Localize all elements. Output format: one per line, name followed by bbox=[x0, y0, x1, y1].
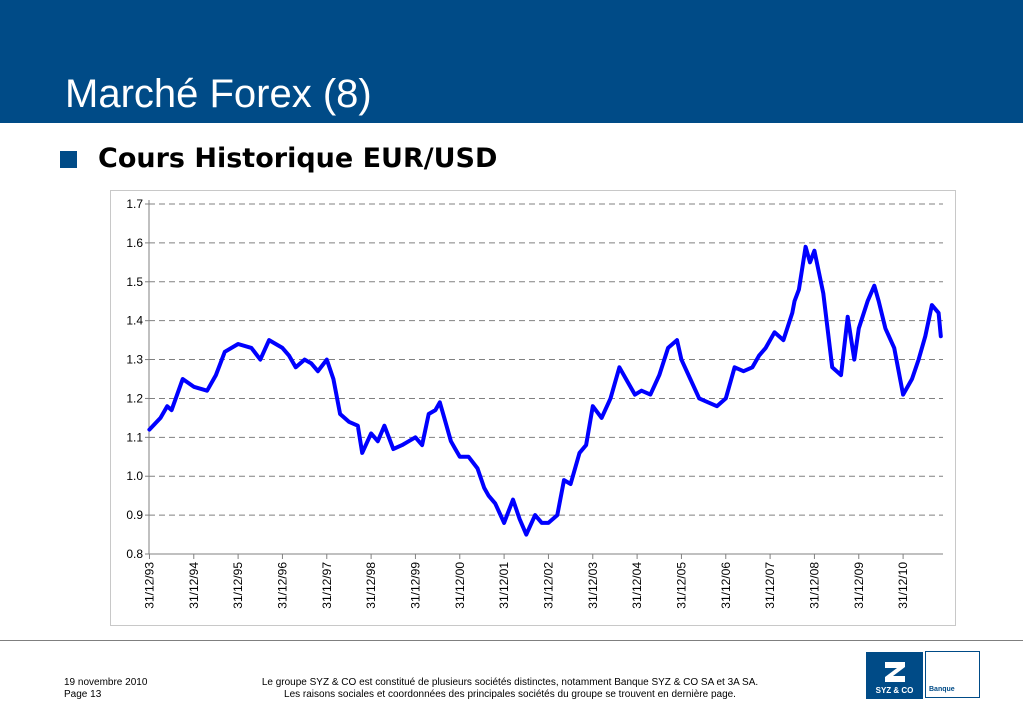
x-tick-label: 31/12/09 bbox=[852, 562, 866, 609]
x-tick-label: 31/12/98 bbox=[364, 562, 378, 609]
title-bar: Marché Forex (8) bbox=[0, 0, 1023, 123]
y-tick-label: 1.2 bbox=[126, 391, 143, 405]
series-line-eur-usd bbox=[147, 244, 943, 537]
y-tick-label: 1.7 bbox=[126, 197, 143, 211]
banque-logo-box: Banque bbox=[925, 651, 980, 698]
slide-title: Marché Forex (8) bbox=[65, 72, 372, 116]
bullet-text: Cours Historique EUR/USD bbox=[98, 143, 498, 174]
x-tick-label: 31/12/99 bbox=[408, 562, 422, 609]
x-tick-label: 31/12/96 bbox=[275, 562, 289, 609]
x-tick-label: 31/12/04 bbox=[630, 562, 644, 609]
y-tick-label: 1.6 bbox=[126, 236, 143, 250]
y-tick-label: 1.4 bbox=[126, 314, 143, 328]
footer-date: 19 novembre 2010 bbox=[64, 677, 148, 688]
footer-divider bbox=[0, 640, 1023, 641]
label-layer: 0.8 0.9 1.0 1.1 1.2 1.3 1.4 1.5 1.6 1.7 31/12/93 31… bbox=[126, 197, 910, 609]
y-tick-label: 1.0 bbox=[126, 469, 143, 483]
logo-subtitle: Banque bbox=[929, 686, 955, 693]
line-chart: 0.8 0.9 1.0 1.1 1.2 1.3 1.4 1.5 1.6 1.7 31/12/93 31… bbox=[126, 197, 943, 609]
x-tick-label: 31/12/01 bbox=[497, 562, 511, 609]
syz-logo: SYZ & CO bbox=[866, 652, 923, 699]
logo-name: SYZ & CO bbox=[875, 686, 914, 695]
x-tick-label: 31/12/06 bbox=[719, 562, 733, 609]
x-tick-label: 31/12/07 bbox=[763, 562, 777, 609]
series-layer bbox=[147, 244, 943, 537]
x-tick-label: 31/12/00 bbox=[453, 562, 467, 609]
x-tick-label: 31/12/08 bbox=[807, 562, 821, 609]
x-tick-label: 31/12/03 bbox=[586, 562, 600, 609]
y-tick-label: 0.8 bbox=[126, 547, 143, 561]
chart-frame: 0.8 0.9 1.0 1.1 1.2 1.3 1.4 1.5 1.6 1.7 31/12/93 31… bbox=[110, 190, 956, 626]
x-tick-label: 31/12/10 bbox=[896, 562, 910, 609]
y-tick-label: 1.5 bbox=[126, 275, 143, 289]
x-tick-label: 31/12/95 bbox=[231, 562, 245, 609]
footer-notice-line-1: Le groupe SYZ & CO est constitué de plus… bbox=[261, 677, 759, 688]
syz-z-icon bbox=[885, 662, 905, 682]
y-tick-label: 0.9 bbox=[126, 508, 143, 522]
y-tick-label: 1.3 bbox=[126, 353, 143, 367]
x-tick-label: 31/12/93 bbox=[142, 562, 156, 609]
x-tick-label: 31/12/94 bbox=[187, 562, 201, 609]
footer-notice-line-2: Les raisons sociales et coordonnées des … bbox=[284, 689, 736, 700]
x-tick-label: 31/12/05 bbox=[674, 562, 688, 609]
axis-layer bbox=[145, 200, 943, 559]
x-tick-label: 31/12/97 bbox=[320, 562, 334, 609]
y-tick-label: 1.1 bbox=[126, 430, 143, 444]
x-tick-label: 31/12/02 bbox=[541, 562, 555, 609]
footer-page-number: Page 13 bbox=[64, 689, 102, 700]
bullet-square-icon bbox=[60, 151, 77, 168]
grid-layer bbox=[149, 203, 943, 516]
